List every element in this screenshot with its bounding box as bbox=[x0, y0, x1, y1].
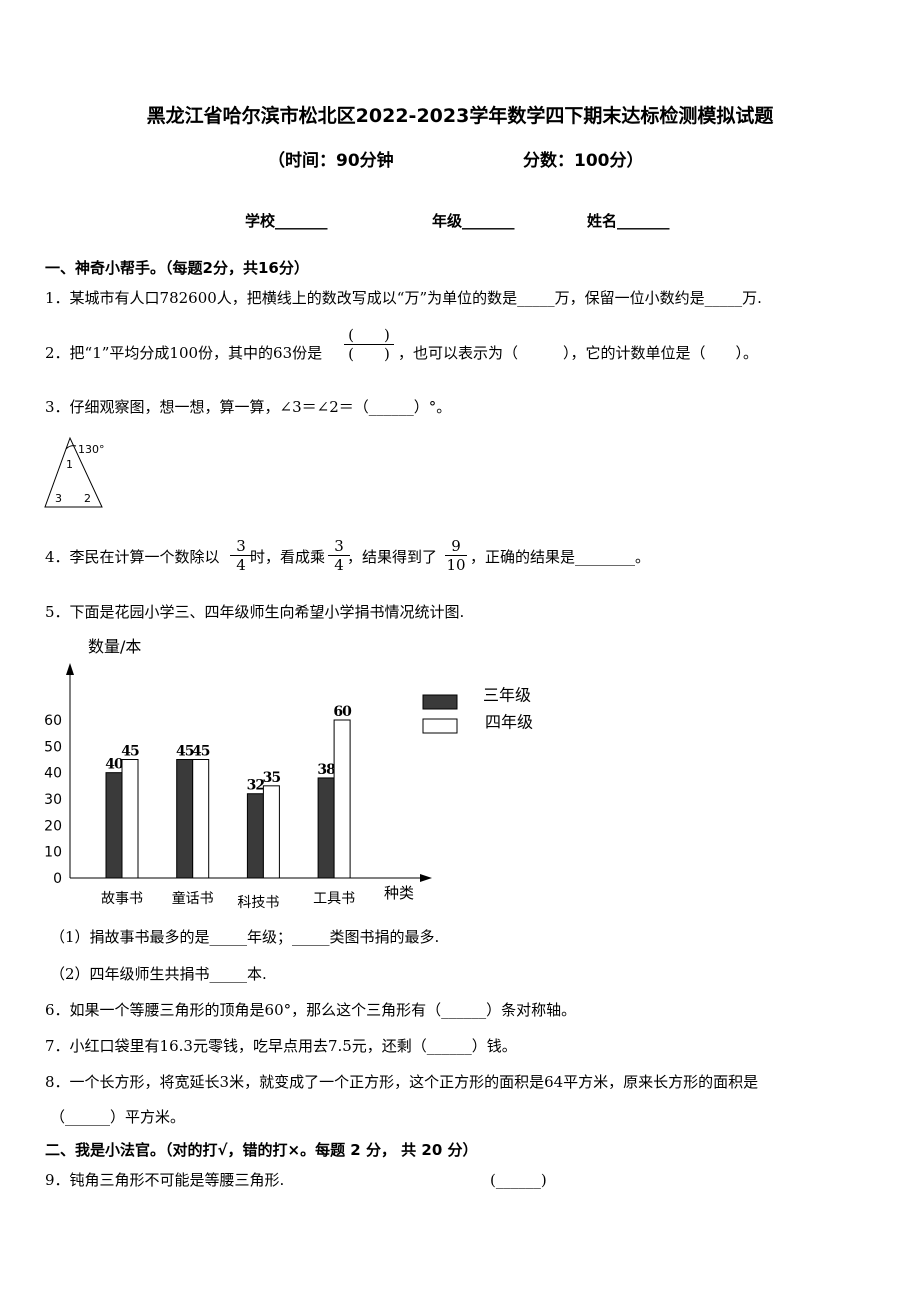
value-label: 45 bbox=[121, 744, 139, 760]
title: 黑龙江省哈尔滨市松北区2022-2023学年数学四下期末达标检测模拟试题 bbox=[146, 105, 774, 127]
x-arrow bbox=[420, 874, 432, 882]
question: 6．如果一个等腰三角形的顶角是60°，那么这个三角形有（______）条对称轴。 bbox=[45, 1001, 577, 1019]
y-tick-label: 30 bbox=[44, 792, 62, 808]
denominator: 4 bbox=[334, 556, 344, 574]
value-label: 35 bbox=[263, 770, 281, 786]
angle-label: 3 bbox=[55, 492, 62, 505]
answer-blank: (______) bbox=[490, 1171, 547, 1189]
question: 时，看成乘 bbox=[250, 548, 326, 566]
legend-swatch bbox=[422, 718, 458, 734]
section-heading: 一、神奇小帮手。（每题2分，共16分） bbox=[45, 259, 309, 277]
question: 3．仔细观察图，想一想，算一算，∠3＝∠2＝（______）°。 bbox=[45, 398, 452, 416]
question: 9．钝角三角形不可能是等腰三角形. bbox=[45, 1171, 285, 1189]
denominator: 10 bbox=[446, 556, 466, 574]
value-label: 38 bbox=[317, 762, 335, 778]
x-axis-label: 种类 bbox=[384, 884, 414, 902]
x-tick-label: 童话书 bbox=[172, 890, 214, 907]
school: 学校_______ bbox=[245, 212, 328, 230]
question: （______）平方米。 bbox=[50, 1108, 186, 1126]
x-tick-label: 故事书 bbox=[101, 891, 143, 907]
fraction: 9 10 bbox=[445, 537, 467, 574]
section-heading: 二、我是小法官。（对的打√，错的打×。每题 2 分， 共 20 分） bbox=[45, 1141, 478, 1159]
question: 7．小红口袋里有16.3元零钱，吃早点用去7.5元，还剩（______）钱。 bbox=[45, 1037, 517, 1055]
question: ，正确的结果是________。 bbox=[470, 548, 651, 566]
bar bbox=[105, 772, 123, 879]
x-tick-label: 科技书 bbox=[237, 895, 279, 911]
triangle bbox=[44, 436, 103, 508]
value-label: 60 bbox=[333, 704, 352, 720]
x-tick-label: 工具书 bbox=[313, 891, 355, 907]
question: 4．李民在计算一个数除以 bbox=[45, 548, 220, 566]
angle-label: 130° bbox=[78, 443, 105, 456]
numerator: 9 bbox=[445, 537, 467, 556]
denominator: ( ) bbox=[348, 345, 390, 363]
bar bbox=[176, 759, 194, 879]
y-arrow bbox=[66, 663, 74, 675]
question: ，结果得到了 bbox=[347, 548, 438, 566]
question: 1．某城市有人口782600人，把横线上的数改写成以“万”为单位的数是_____… bbox=[45, 289, 762, 307]
fraction: ( ) ( ) bbox=[344, 326, 394, 363]
score: 分数：100分） bbox=[523, 151, 644, 171]
bar bbox=[192, 759, 210, 879]
value-label: 32 bbox=[247, 778, 265, 794]
y-tick-label: 10 bbox=[44, 845, 62, 861]
y-tick-label: 60 bbox=[44, 713, 62, 729]
angle-arc bbox=[65, 445, 77, 450]
legend-label: 四年级 bbox=[485, 713, 533, 732]
question: 5．下面是花园小学三、四年级师生向希望小学捐书情况统计图. bbox=[45, 603, 465, 621]
angle-label: 1 bbox=[66, 458, 73, 471]
y-axis-label: 数量/本 bbox=[88, 637, 141, 656]
question: ，也可以表示为（ ），它的计数单位是（ ）。 bbox=[398, 344, 759, 362]
time: （时间：90分钟 bbox=[268, 151, 394, 171]
y-tick-label: 40 bbox=[44, 766, 62, 782]
question: 2．把“1”平均分成100份，其中的63份是 bbox=[45, 344, 323, 362]
legend-swatch bbox=[422, 694, 458, 710]
triangle-figure: 130° 1 3 2 bbox=[44, 436, 105, 508]
bar bbox=[121, 759, 139, 879]
y-tick-label: 50 bbox=[44, 739, 62, 755]
angle-label: 2 bbox=[84, 492, 91, 505]
question: （2）四年级师生共捐书_____本. bbox=[50, 965, 267, 983]
legend-label: 三年级 bbox=[483, 686, 531, 705]
bar-chart: 数量/本 种类 0102030405060故事书4045童话书4545科技书32… bbox=[44, 637, 533, 911]
value-label: 45 bbox=[192, 744, 210, 760]
grade: 年级_______ bbox=[432, 212, 515, 230]
numerator: 3 bbox=[230, 537, 252, 556]
numerator: ( ) bbox=[344, 326, 394, 345]
question: 8．一个长方形，将宽延长3米，就变成了一个正方形，这个正方形的面积是64平方米，… bbox=[45, 1073, 759, 1091]
numerator: 3 bbox=[328, 537, 350, 556]
bar bbox=[262, 785, 280, 879]
bar bbox=[246, 793, 264, 879]
y-tick-label: 0 bbox=[53, 871, 62, 887]
bar bbox=[317, 777, 335, 879]
value-label: 45 bbox=[176, 744, 194, 760]
student-name: 姓名_______ bbox=[587, 212, 670, 230]
question: （1）捐故事书最多的是_____年级；_____类图书捐的最多. bbox=[50, 928, 440, 946]
value-label: 40 bbox=[105, 757, 124, 773]
bar bbox=[333, 719, 351, 879]
denominator: 4 bbox=[236, 556, 246, 574]
y-tick-label: 20 bbox=[44, 818, 62, 834]
